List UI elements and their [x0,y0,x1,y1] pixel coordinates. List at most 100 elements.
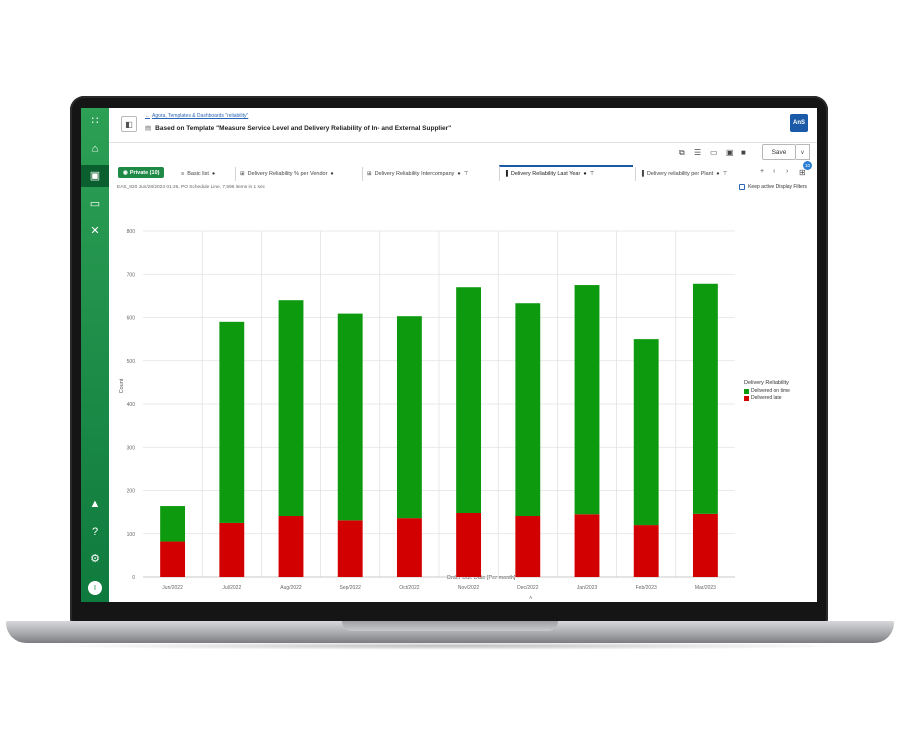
tools-icon[interactable]: ✕ [90,224,100,237]
save-dropdown-chevron-icon[interactable]: ∨ [796,144,810,160]
save-disk-icon[interactable]: ■ [741,148,746,157]
list-icon: ≡ [181,171,185,177]
bar-segment [160,506,186,542]
user-avatar-button[interactable]: I [81,577,109,599]
chart-icon: ▐ [640,171,644,177]
shared-user-icon: ● [583,171,587,177]
help-icon[interactable]: ? [91,525,99,538]
x-tick-label: Feb/2023 [636,585,657,591]
views-overview-icon[interactable]: ⊞ [799,168,806,177]
filter-icon: ⊤ [589,171,595,177]
sidebar: ∷ ⌂ ▣ ▭ ✕ ▲ ? ⚙ I [81,108,109,602]
x-tick-label: Jul/2022 [222,585,241,591]
bar-segment [219,321,245,523]
x-tick-label: Jun/2022 [162,585,183,591]
header: ◧ ← Agora, Templates & Dashboards "reliab… [109,108,817,143]
copy-icon[interactable]: ⧉ [679,148,685,157]
toolbar: ⧉ ☰ ▭ ▣ ■ Save ∨ [109,143,817,163]
bar-segment [574,285,600,515]
legend-item-late[interactable]: Delivered late [744,395,790,401]
y-tick-label: 300 [127,445,136,451]
y-tick-label: 600 [127,316,136,322]
y-tick-label: 500 [127,359,136,365]
bar-segment [515,303,541,517]
tab-label: Basic list [187,171,209,177]
laptop-shadow [40,642,860,650]
legend-label: Delivered on time [751,388,790,394]
list-settings-icon[interactable]: ☰ [694,148,702,157]
keep-filters-label: Keep active Display Filters [748,184,807,190]
tab-scroll-right-icon[interactable]: › [786,168,789,175]
document-icon: ▤ [145,125,152,132]
tab-delivery-reliability-intercompany[interactable]: ⊞ Delivery Reliability Intercompany ● ⊤ [362,167,469,181]
breadcrumb-link[interactable]: Agora, Templates & Dashboards "reliabili… [152,113,249,119]
table-icon: ⊞ [240,171,245,177]
save-button[interactable]: Save [762,144,796,160]
back-arrow-icon[interactable]: ← [145,113,150,119]
filter-icon: ⊤ [463,171,469,177]
avatar: I [88,581,102,595]
panel-toggle-icon[interactable]: ◧ [121,116,137,132]
y-tick-label: 100 [127,532,136,538]
app-launcher-icon[interactable]: ∷ [91,114,99,127]
bar-segment [456,512,482,577]
app-screen: ∷ ⌂ ▣ ▭ ✕ ▲ ? ⚙ I ◧ ← Agora, Templates & … [81,108,817,602]
laptop-base [6,621,894,643]
tab-label: Delivery Reliability % per Vendor [247,171,328,177]
y-tick-label: 400 [127,402,136,408]
views-counter-badge: 10 [803,161,812,170]
x-tick-label: Dec/2022 [517,585,539,591]
x-axis-label: Order Due Date [Per month] [447,575,516,581]
private-views-badge[interactable]: ◉ Private (10) [118,167,165,178]
tab-delivery-reliability-per-plant[interactable]: ▐ Delivery reliability per Plant ● ⊤ [635,167,747,181]
y-tick-label: 800 [127,229,136,235]
y-tick-label: 0 [132,575,135,581]
bar-segment [633,339,659,526]
query-info-line: EAS_820 Jun/28/2023 01:26, PO Schedule L… [117,185,266,190]
chart-icon: ▐ [504,171,508,177]
page-title-row: ▤ Based on Template "Measure Service Leve… [145,124,451,132]
table-icon: ⊞ [367,171,372,177]
eye-icon: ◉ [123,169,128,176]
keep-filters-toggle[interactable]: Keep active Display Filters [739,184,807,190]
breadcrumb[interactable]: ← Agora, Templates & Dashboards "reliabil… [145,113,248,119]
terminal-icon[interactable]: ▭ [89,197,101,210]
notifications-bell-icon[interactable]: ▲ [89,497,101,510]
bar-segment [396,518,422,577]
bar-segment [515,516,541,577]
scroll-up-caret-icon[interactable]: ˄ [529,596,533,602]
bar-segment [278,300,304,517]
home-icon[interactable]: ⌂ [91,142,99,155]
tab-delivery-reliability-per-vendor[interactable]: ⊞ Delivery Reliability % per Vendor ● [235,167,334,181]
tab-scroll-left-icon[interactable]: ‹ [773,168,776,175]
shared-user-icon: ● [330,171,334,177]
bar-segment [337,313,363,521]
view-tabs: ◉ Private (10) ≡ Basic list ● ⊞ Delivery Rel… [109,161,817,183]
layout-icon[interactable]: ▭ [710,148,718,157]
tab-basic-list[interactable]: ≡ Basic list ● [177,167,215,181]
export-icon[interactable]: ▣ [726,148,734,157]
shared-user-icon: ● [457,171,461,177]
tab-label: Delivery Reliability Intercompany [374,171,455,177]
legend-swatch-late [744,395,749,401]
legend-item-on-time[interactable]: Delivered on time [744,388,790,394]
bar-segment [396,316,422,519]
bar-segment [337,520,363,577]
bar-segment [633,525,659,577]
tab-delivery-reliability-last-year[interactable]: ▐ Delivery Reliability Last Year ● ⊤ [499,165,633,181]
bar-segment [219,522,245,577]
y-axis-label: Count [119,378,125,393]
stacked-bar-chart: Count Order Due Date [Per month] 0 100 200… [119,229,735,591]
keep-filters-checkbox[interactable] [739,184,746,190]
x-tick-label: Sep/2022 [339,585,361,591]
x-tick-label: Oct/2022 [399,585,420,591]
y-tick-label: 700 [127,272,136,278]
x-tick-label: Aug/2022 [280,585,302,591]
chart-legend: Delivery Reliability Delivered on time D… [744,380,790,402]
settings-gear-icon[interactable]: ⚙ [90,552,100,565]
add-tab-icon[interactable]: + [760,168,765,175]
bar-segment [456,287,482,513]
analysis-icon[interactable]: ▣ [81,165,109,187]
tab-label: Delivery Reliability Last Year [510,171,581,177]
shared-user-icon: ● [211,171,216,177]
